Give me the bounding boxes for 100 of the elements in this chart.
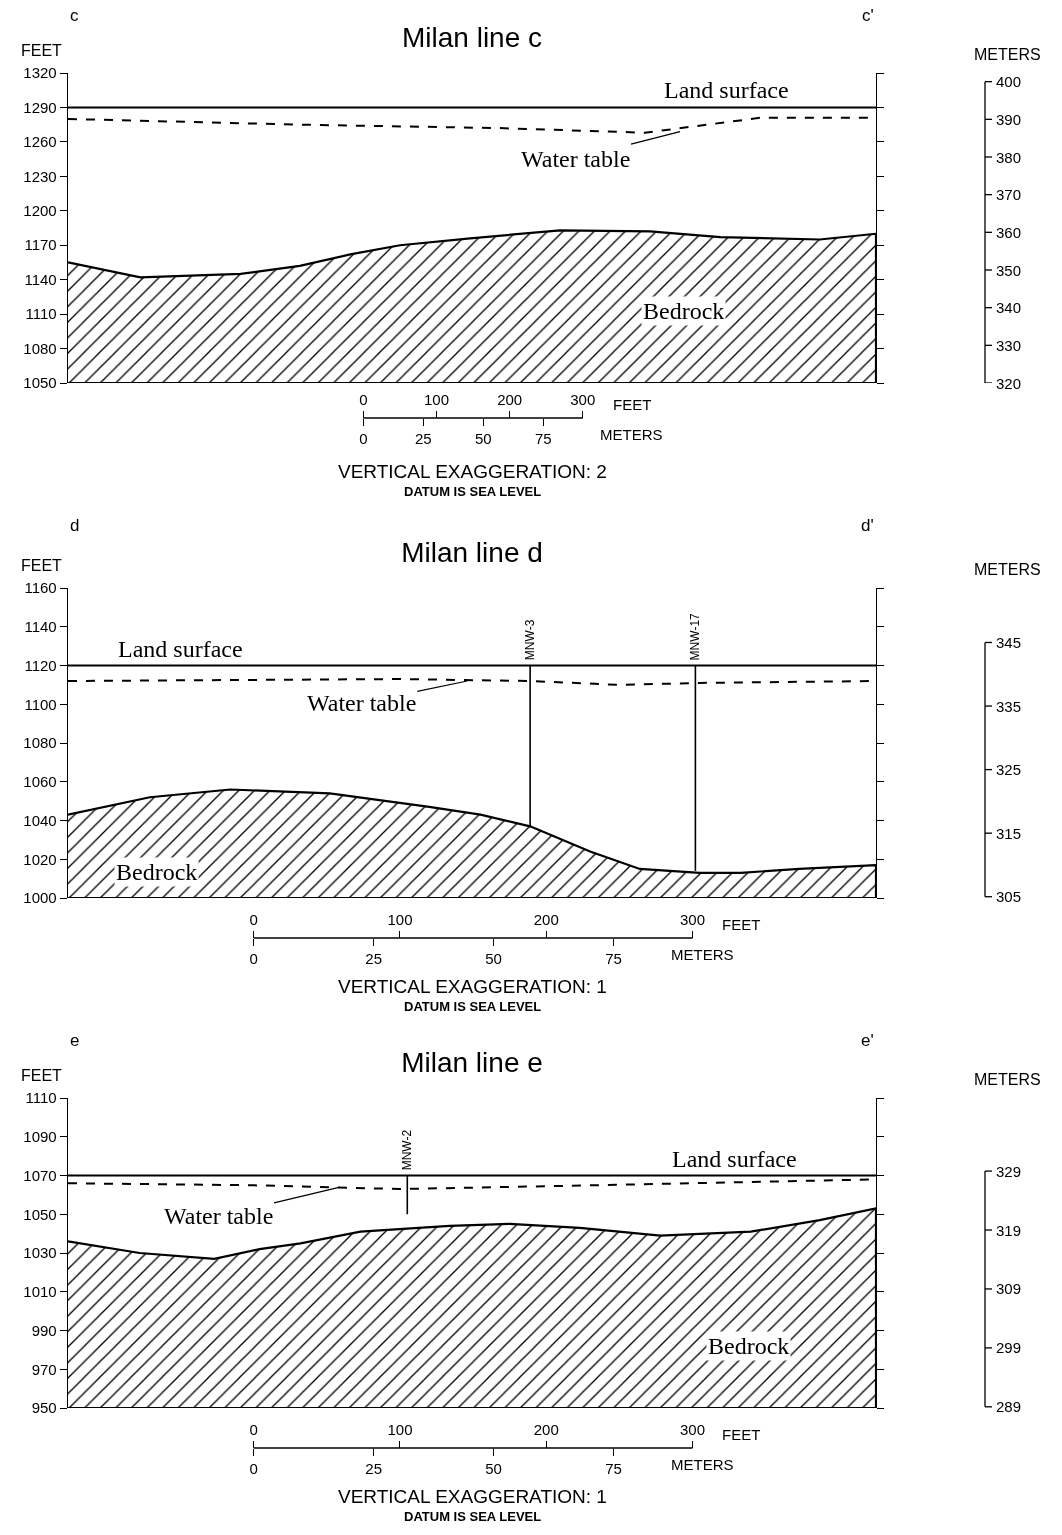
y-tick-label: 1200	[23, 202, 57, 220]
chart-title: Milan line e	[401, 1046, 543, 1078]
y2-tick-label: 335	[996, 698, 1022, 715]
y2-tick-label: 315	[996, 825, 1022, 842]
y-tick-label: 1160	[24, 579, 57, 597]
annotation: Water table	[164, 1203, 274, 1229]
y-axis-title: FEET	[21, 557, 63, 574]
annotation: Land surface	[672, 1146, 797, 1172]
y2-tick-label: 329	[996, 1163, 1022, 1180]
text: c'	[862, 6, 874, 25]
y-tick-label: 1320	[23, 64, 57, 82]
annotation: Land surface	[664, 77, 789, 103]
y-tick-label: 1260	[23, 133, 57, 151]
y-tick-label: 1050	[23, 374, 57, 392]
y-tick-label: 1020	[23, 850, 57, 868]
x2-tick-label: 50	[485, 1460, 502, 1477]
chart-title: Milan line c	[401, 21, 543, 53]
x2-tick-label: 25	[414, 430, 432, 447]
annotation: Bedrock	[116, 859, 198, 885]
x2-tick-label: 25	[365, 950, 382, 967]
x2-tick-label: 75	[534, 430, 552, 447]
x-tick-label: 0	[359, 391, 368, 408]
x-tick-label: 200	[533, 1421, 559, 1438]
text: VERTICAL EXAGGERATION: 1	[338, 1486, 607, 1507]
text: DATUM IS SEA LEVEL	[404, 1509, 542, 1524]
x-tick-label: 0	[249, 1421, 258, 1438]
y-tick-label: 1030	[23, 1244, 57, 1262]
x2-tick-label: 25	[365, 1460, 382, 1477]
y-tick-label: 1100	[24, 695, 57, 713]
y-tick-label: 1090	[23, 1128, 57, 1145]
chart-title: Milan line d	[401, 536, 543, 568]
y-tick-label: 1000	[23, 889, 57, 907]
annotation: Bedrock	[708, 1333, 790, 1359]
y-tick-label: 970	[31, 1360, 57, 1378]
x-tick-label: 100	[424, 391, 450, 408]
y2-tick-label: 390	[996, 111, 1022, 128]
y-tick-label: 1050	[23, 1205, 57, 1223]
y-axis-title: FEET	[21, 42, 63, 59]
x-tick-label: 200	[533, 911, 559, 928]
x2-axis-title: METERS	[671, 1456, 734, 1473]
x-tick-label: 200	[497, 391, 523, 408]
x2-axis-title: METERS	[671, 946, 734, 963]
y2-tick-label: 370	[996, 186, 1022, 203]
x-tick-label: 100	[387, 1421, 413, 1438]
y2-tick-label: 380	[996, 149, 1022, 166]
y-tick-label: 1110	[25, 305, 57, 323]
y-tick-label: 1010	[23, 1283, 57, 1300]
y-tick-label: 990	[31, 1321, 57, 1339]
x-tick-label: 300	[679, 911, 705, 928]
y-tick-label: 1140	[24, 270, 57, 288]
text: e'	[861, 1031, 874, 1050]
x2-tick-label: 50	[485, 950, 502, 967]
annotation: Bedrock	[643, 298, 725, 324]
y2-tick-label: 325	[996, 761, 1022, 778]
x-tick-label: 300	[679, 1421, 705, 1438]
text: MNW-2	[400, 1129, 415, 1171]
x-tick-label: 0	[249, 911, 258, 928]
y-axis-title: FEET	[21, 1067, 63, 1084]
y-tick-label: 1040	[23, 811, 57, 829]
text: MNW-17	[688, 612, 703, 661]
text: c	[70, 6, 79, 25]
y-tick-label: 1070	[23, 1166, 57, 1184]
x2-tick-label: 0	[359, 430, 368, 447]
y-tick-label: 1170	[24, 236, 57, 254]
y2-tick-label: 400	[996, 73, 1022, 90]
y2-tick-label: 305	[996, 888, 1022, 905]
y2-axis-title: METERS	[974, 1071, 1041, 1088]
text: MNW-3	[523, 619, 538, 661]
y2-tick-label: 289	[996, 1398, 1022, 1415]
x2-tick-label: 75	[605, 1460, 622, 1477]
text: d'	[861, 516, 874, 535]
y2-tick-label: 340	[996, 299, 1022, 316]
x-tick-label: 100	[387, 911, 413, 928]
y-tick-label: 1140	[24, 618, 57, 635]
y-tick-label: 1080	[23, 339, 57, 357]
y-tick-label: 1080	[23, 734, 57, 752]
y-tick-label: 1110	[25, 1089, 57, 1107]
x-axis-title: FEET	[722, 1426, 761, 1443]
x-axis-title: FEET	[613, 396, 652, 413]
x2-tick-label: 75	[605, 950, 622, 967]
y2-tick-label: 345	[996, 634, 1022, 651]
y2-tick-label: 320	[996, 375, 1022, 392]
y2-tick-label: 330	[996, 337, 1022, 354]
y-tick-label: 1290	[23, 98, 57, 116]
x2-axis-title: METERS	[600, 426, 663, 443]
y-tick-label: 1060	[23, 773, 57, 790]
annotation: Water table	[307, 690, 417, 716]
y2-tick-label: 350	[996, 262, 1022, 279]
x-axis-title: FEET	[722, 916, 761, 933]
y-tick-label: 950	[31, 1399, 57, 1417]
text: VERTICAL EXAGGERATION: 2	[338, 461, 607, 482]
text: VERTICAL EXAGGERATION: 1	[338, 976, 607, 997]
y-tick-label: 1120	[24, 656, 57, 674]
y2-tick-label: 360	[996, 224, 1022, 241]
x2-tick-label: 0	[249, 950, 258, 967]
text: DATUM IS SEA LEVEL	[404, 999, 542, 1014]
y-tick-label: 1230	[23, 167, 57, 185]
annotation: Land surface	[118, 636, 243, 662]
y2-tick-label: 309	[996, 1280, 1022, 1297]
x2-tick-label: 50	[474, 430, 492, 447]
